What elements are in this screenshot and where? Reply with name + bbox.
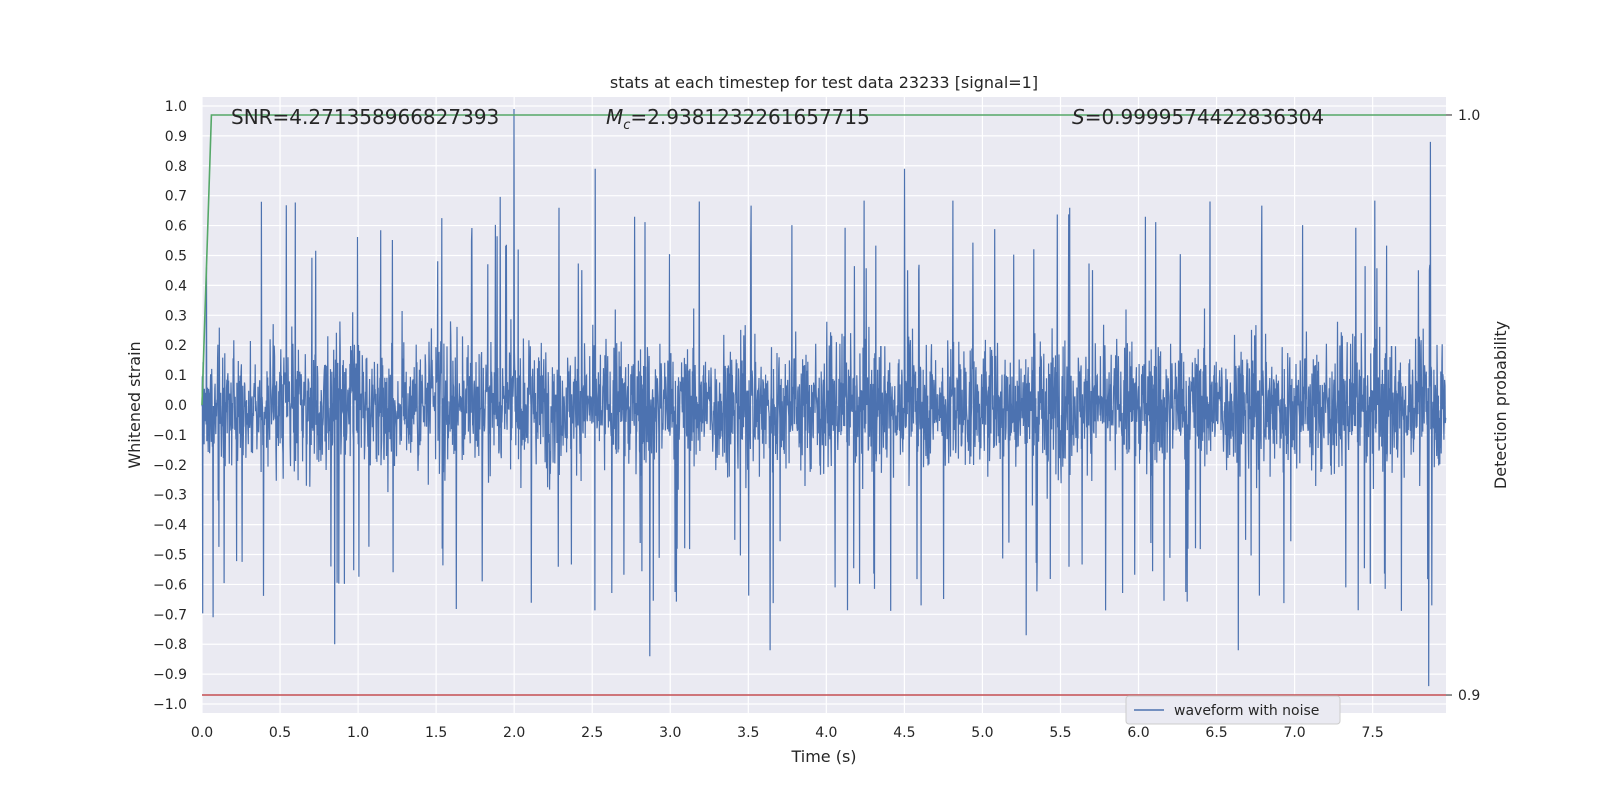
x-tick-label: 2.5 — [581, 725, 603, 741]
y-tick-label: 0.4 — [165, 278, 187, 294]
s-value: =0.9999574422836304 — [1085, 105, 1324, 129]
y-tick-label: 0.2 — [165, 338, 187, 354]
y-tick-label: −0.1 — [153, 428, 187, 444]
y-tick-label: 0.6 — [165, 219, 187, 235]
mc-subscript: c — [623, 118, 630, 133]
y2-tick-label: 0.9 — [1458, 688, 1480, 704]
waveform-line — [201, 108, 1447, 687]
x-tick-label: 0.0 — [191, 725, 213, 741]
x-tick-label: 5.0 — [971, 725, 993, 741]
legend: waveform with noise — [1125, 695, 1341, 725]
y-tick-label: −0.6 — [153, 577, 187, 593]
x-tick-label: 4.0 — [815, 725, 837, 741]
chart-title: stats at each timestep for test data 232… — [610, 73, 1038, 92]
mc-annotation: Mc=2.9381232261657715 — [606, 105, 870, 133]
y2-axis-label: Detection probability — [1491, 321, 1510, 489]
y-axis-label: Whitened strain — [125, 341, 144, 468]
y-tick-label: 0.1 — [165, 368, 187, 384]
y2-tick-label: 1.0 — [1458, 108, 1480, 124]
y-tick-label: −0.2 — [153, 458, 187, 474]
detection-probability-line — [201, 114, 1446, 406]
y-tick-label: 0.9 — [165, 129, 187, 145]
x-tick-label: 3.0 — [659, 725, 681, 741]
y-tick-label: −0.8 — [153, 637, 187, 653]
x-axis-label: Time (s) — [790, 747, 856, 766]
y-tick-label: 0.7 — [165, 189, 187, 205]
s-symbol: S — [1072, 105, 1085, 129]
x-tick-label: 1.0 — [347, 725, 369, 741]
snr-annotation: SNR=4.271358966827393 — [231, 105, 499, 129]
mc-value: =2.9381232261657715 — [630, 105, 869, 129]
x-tick-label: 0.5 — [269, 725, 291, 741]
line-series — [201, 114, 1446, 696]
x-tick-label: 3.5 — [737, 725, 759, 741]
legend-label-waveform: waveform with noise — [1174, 703, 1319, 719]
y-tick-label: −0.4 — [153, 518, 187, 534]
y-tick-label: 0.8 — [165, 159, 187, 175]
x-tick-label: 4.5 — [893, 725, 915, 741]
x-tick-label: 6.0 — [1127, 725, 1149, 741]
x-tick-label: 7.0 — [1283, 725, 1305, 741]
y-tick-label: −1.0 — [153, 697, 187, 713]
x-tick-label: 1.5 — [425, 725, 447, 741]
y-tick-label: 0.5 — [165, 248, 187, 264]
y-tick-label: −0.9 — [153, 667, 187, 683]
ticks: 0.0 0.5 1.0 1.5 2.0 2.5 3.0 3.5 4.0 4.5 5.0 5.5 6.0 6… — [153, 99, 1480, 741]
noise-series — [201, 108, 1447, 687]
x-tick-label: 6.5 — [1205, 725, 1227, 741]
x-tick-label: 5.5 — [1049, 725, 1071, 741]
y-tick-label: 0.3 — [165, 308, 187, 324]
mc-symbol: M — [606, 105, 623, 129]
y-tick-label: −0.7 — [153, 607, 187, 623]
y-tick-label: −0.5 — [153, 548, 187, 564]
y-tick-label: 1.0 — [165, 99, 187, 115]
s-annotation: S=0.9999574422836304 — [1072, 105, 1324, 129]
x-tick-label: 7.5 — [1362, 725, 1384, 741]
y-tick-label: 0.0 — [165, 398, 187, 414]
y-tick-label: −0.3 — [153, 488, 187, 504]
legend-box — [1125, 695, 1341, 725]
x-tick-label: 2.0 — [503, 725, 525, 741]
